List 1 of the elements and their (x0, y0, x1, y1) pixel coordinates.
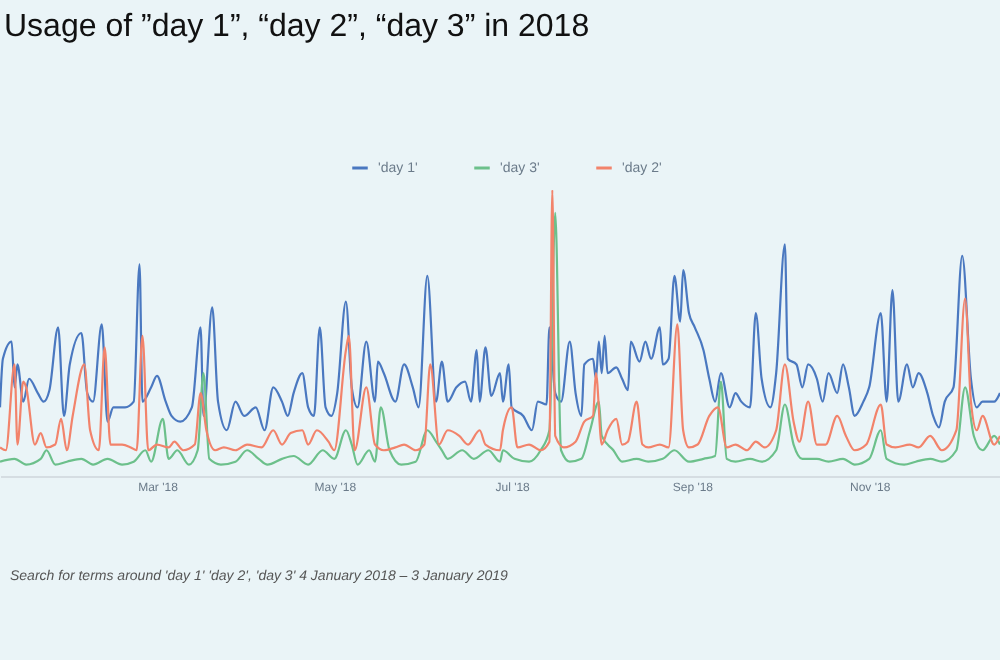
chart-title: Usage of ”day 1”, “day 2”, “day 3” in 2018 (4, 10, 590, 44)
